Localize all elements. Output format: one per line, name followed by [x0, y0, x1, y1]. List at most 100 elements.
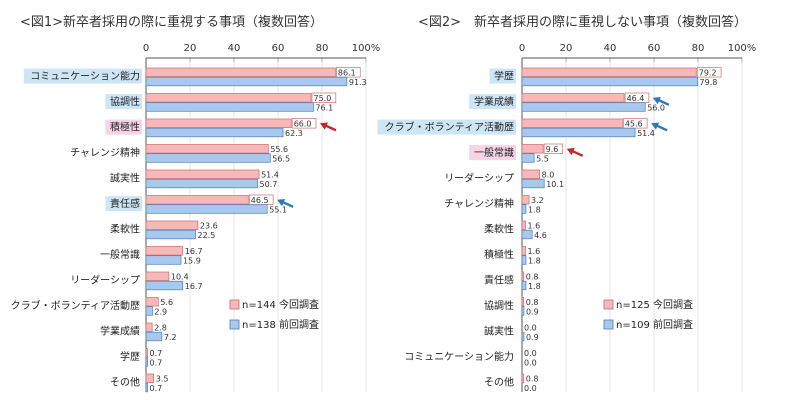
value-label: 0.0	[524, 358, 537, 367]
value-label: 1.8	[528, 256, 541, 265]
bar-current	[145, 271, 170, 281]
bar-previous	[145, 102, 314, 112]
category-label: クラブ・ボランティア活動歴	[385, 121, 514, 134]
bar-previous	[521, 229, 533, 240]
value-label: 1.6	[528, 247, 541, 256]
chart-title: <図2> 新卒者採用の際に重視しない事項（複数回答）	[418, 14, 747, 30]
category-label: 協調性	[110, 95, 140, 108]
bar-current	[145, 93, 312, 103]
category-label: クラブ・ボランティア活動歴	[11, 299, 140, 312]
value-label: 3.2	[531, 196, 544, 205]
value-label-box	[291, 118, 317, 129]
legend-label: n=138 前回調査	[242, 318, 319, 331]
bar-current	[145, 144, 269, 154]
x-tick-label: 60	[272, 43, 285, 54]
category-label: 一般常識	[100, 248, 140, 261]
bar-current	[521, 118, 623, 128]
value-label: 45.6	[625, 120, 643, 129]
value-label: 0.8	[526, 375, 539, 384]
bar-current	[521, 93, 625, 103]
value-label: 5.6	[160, 298, 173, 307]
value-label: 1.8	[528, 282, 541, 291]
value-label: 51.4	[637, 129, 655, 138]
arrow-blue-head	[651, 122, 660, 130]
legend-label: n=125 今回調査	[616, 298, 693, 311]
bar-current	[145, 348, 148, 358]
arrow-blue-head	[277, 198, 286, 207]
value-label: 0.7	[150, 349, 163, 358]
bar-current	[145, 220, 199, 230]
bar-current	[145, 67, 336, 77]
value-label: 76.1	[315, 103, 333, 112]
value-label-box	[696, 67, 722, 78]
bar-current	[145, 373, 155, 383]
value-label: 91.3	[349, 78, 367, 87]
bar-current	[521, 195, 530, 205]
category-highlight	[105, 94, 142, 110]
value-label-box	[336, 67, 361, 78]
value-label: 1.6	[528, 222, 541, 231]
value-label: 0.0	[524, 384, 537, 393]
value-label: 66.0	[294, 120, 312, 129]
category-label: チャレンジ精神	[444, 197, 514, 210]
legend-label: n=109 前回調査	[616, 318, 693, 331]
bar-current	[145, 195, 249, 205]
bar-previous	[145, 204, 268, 214]
bar-current	[521, 144, 544, 154]
bar-current	[521, 373, 525, 383]
bar-previous	[521, 204, 527, 214]
bar-previous	[521, 255, 527, 265]
value-label: 9.6	[546, 145, 559, 154]
value-label: 0.8	[526, 298, 539, 307]
chart-title: <図1>新卒者採用の際に重視する事項（複数回答）	[20, 14, 323, 30]
bar-previous	[521, 127, 636, 138]
bar-current	[521, 220, 526, 230]
category-label: 柔軟性	[110, 223, 140, 236]
value-label: 0.8	[526, 273, 539, 282]
category-label: 責任感	[484, 274, 514, 287]
value-label: 0.7	[150, 384, 163, 393]
value-label: 15.9	[183, 256, 201, 265]
category-label: コミュニケーション能力	[30, 70, 140, 83]
bar-previous	[521, 153, 535, 163]
value-label: 2.8	[154, 324, 167, 333]
bar-current	[145, 322, 153, 332]
category-label: 学歴	[120, 350, 140, 363]
value-label: 50.7	[260, 180, 278, 189]
value-label: 1.8	[528, 205, 541, 214]
category-highlight	[489, 68, 516, 84]
value-label: 23.6	[200, 222, 218, 231]
bar-previous	[521, 76, 698, 87]
value-label: 62.3	[285, 129, 303, 138]
bar-previous	[145, 357, 148, 367]
bar-previous	[145, 76, 348, 87]
x-tick-label: 80	[316, 43, 329, 54]
category-highlight	[105, 119, 142, 135]
value-label: 10.4	[171, 273, 189, 282]
bar-previous	[145, 331, 163, 342]
category-highlight	[469, 94, 516, 110]
x-tick-label: 100%	[728, 43, 757, 54]
category-label: リーダーシップ	[444, 172, 514, 185]
category-highlight	[377, 119, 516, 135]
value-label: 75.0	[314, 94, 332, 103]
value-label: 0.9	[526, 307, 539, 316]
value-label: 0.0	[524, 324, 537, 333]
bar-previous	[145, 127, 284, 138]
value-label: 0.0	[524, 349, 537, 358]
category-label: 協調性	[484, 299, 514, 312]
value-label: 79.8	[700, 78, 718, 87]
value-label: 0.7	[150, 358, 163, 367]
value-label: 55.1	[269, 205, 287, 214]
x-tick-label: 40	[228, 43, 241, 54]
bar-current	[521, 271, 525, 281]
chart-1: <図1>新卒者採用の際に重視する事項（複数回答） 0 20 40 60 80 100% コミュ…	[11, 14, 381, 393]
category-label: 柔軟性	[484, 223, 514, 236]
bar-previous	[145, 153, 271, 163]
value-label: 55.6	[270, 145, 288, 154]
bar-current	[145, 297, 159, 307]
category-label: チャレンジ精神	[70, 146, 140, 159]
category-label: 学業成績	[100, 325, 140, 338]
value-label: 56.5	[272, 154, 290, 163]
